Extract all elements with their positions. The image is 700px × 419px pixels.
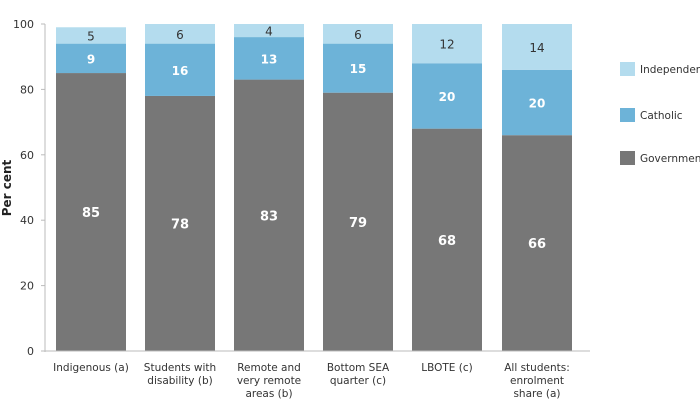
data-label: 13 bbox=[261, 52, 278, 66]
bar-segment-government bbox=[234, 79, 304, 351]
data-label: 20 bbox=[529, 96, 546, 110]
bar-segment-independent bbox=[234, 24, 304, 38]
x-category-label: Students with bbox=[144, 362, 216, 374]
data-label: 79 bbox=[349, 216, 367, 231]
data-label: 16 bbox=[172, 64, 189, 78]
bar-segment-independent bbox=[412, 24, 482, 64]
legend-label-independent: Independent bbox=[640, 64, 700, 76]
legend-swatch-catholic bbox=[620, 108, 635, 122]
x-category-label: areas (b) bbox=[245, 388, 292, 400]
x-category-label: All students: bbox=[504, 362, 570, 374]
x-category-label: enrolment bbox=[510, 375, 564, 387]
y-tick-label: 100 bbox=[13, 18, 34, 31]
data-label: 20 bbox=[439, 90, 456, 104]
x-category-label: Remote and bbox=[237, 362, 301, 374]
x-category-label: Indigenous (a) bbox=[53, 362, 129, 374]
bar-segment-catholic bbox=[502, 69, 572, 136]
bar-segment-independent bbox=[502, 24, 572, 70]
y-axis-label: Per cent bbox=[0, 159, 14, 216]
data-label: 66 bbox=[528, 237, 546, 252]
bar-segment-catholic bbox=[412, 63, 482, 129]
data-label: 15 bbox=[350, 62, 367, 76]
bar-segment-catholic bbox=[56, 43, 126, 74]
legend-swatch-government bbox=[620, 151, 635, 165]
bar-segment-government bbox=[145, 95, 215, 351]
data-label: 68 bbox=[438, 234, 456, 249]
bar-segment-government bbox=[412, 128, 482, 351]
data-label: 4 bbox=[265, 25, 273, 39]
data-label: 85 bbox=[82, 206, 100, 221]
legend-swatch-independent bbox=[620, 62, 635, 76]
x-category-label: very remote bbox=[237, 375, 301, 387]
data-label: 9 bbox=[87, 52, 95, 66]
bar-segment-government bbox=[502, 135, 572, 351]
x-category-label: disability (b) bbox=[147, 375, 212, 387]
bar-segment-catholic bbox=[323, 43, 393, 93]
y-tick-label: 20 bbox=[20, 280, 34, 293]
x-category-label: LBOTE (c) bbox=[421, 362, 473, 374]
data-label: 6 bbox=[354, 28, 362, 42]
bar-segment-government bbox=[323, 92, 393, 352]
bar-segment-catholic bbox=[145, 43, 215, 96]
x-category-label: quarter (c) bbox=[330, 375, 386, 387]
data-label: 12 bbox=[439, 38, 454, 52]
y-tick-label: 0 bbox=[27, 345, 34, 358]
bar-segment-independent bbox=[145, 24, 215, 44]
bar-segment-independent bbox=[323, 24, 393, 44]
bar-segment-government bbox=[56, 73, 126, 352]
legend-label-government: Government bbox=[640, 153, 700, 165]
data-label: 78 bbox=[171, 217, 189, 232]
data-label: 14 bbox=[529, 41, 544, 55]
y-tick-label: 60 bbox=[20, 149, 34, 162]
data-label: 5 bbox=[87, 29, 95, 43]
bar-segment-independent bbox=[56, 27, 126, 44]
y-tick-label: 40 bbox=[20, 214, 34, 227]
y-tick-label: 80 bbox=[20, 83, 34, 96]
x-category-label: Bottom SEA bbox=[327, 362, 390, 374]
data-label: 83 bbox=[260, 209, 278, 224]
data-label: 6 bbox=[176, 28, 184, 42]
x-category-label: share (a) bbox=[513, 388, 560, 400]
bar-segment-catholic bbox=[234, 37, 304, 80]
legend-label-catholic: Catholic bbox=[640, 110, 683, 122]
